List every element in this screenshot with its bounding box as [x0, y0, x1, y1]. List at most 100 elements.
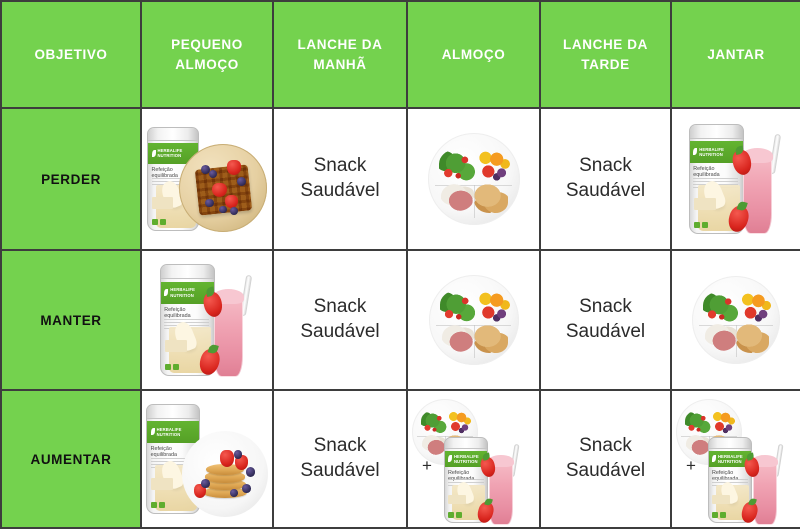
tub-brand-band: HERBALIFE NUTRITION — [148, 143, 198, 164]
strawberry-leaf-icon — [736, 200, 748, 212]
cell-manter-jantar — [670, 249, 800, 391]
tub-brand-band: HERBALIFE NUTRITION — [445, 450, 487, 468]
column-header-label: PEQUENO ALMOÇO — [171, 36, 243, 72]
brand-name-label: HERBALIFE NUTRITION — [156, 426, 182, 437]
column-header-label: LANCHE DA MANHÃ — [297, 36, 383, 72]
cell-perder-jantar: HERBALIFE NUTRITION Refeição equilibrada — [670, 107, 800, 251]
tub-badges — [712, 511, 727, 518]
tub-badge-icon — [456, 511, 463, 518]
column-header-lanche-da-manha: LANCHE DA MANHÃ — [272, 0, 408, 109]
tub-tagline-block — [448, 495, 466, 505]
table-header-row: OBJETIVO PEQUENO ALMOÇO LANCHE DA MANHÃ … — [0, 0, 800, 109]
cell-aumentar-almoco: + HERBALIFE NUTRITION Refeição equilibra… — [406, 389, 541, 529]
carbs-portion-icon — [473, 324, 508, 354]
vegetables-portion-icon — [420, 410, 447, 435]
column-header-label: OBJETIVO — [34, 46, 108, 62]
fruit-portion-icon — [737, 290, 772, 324]
meal-image-group: + HERBALIFE NUTRITION Refeição equilibra… — [408, 391, 539, 527]
column-header-almoco: ALMOÇO — [406, 0, 541, 109]
strawberry-leaf-icon — [481, 453, 490, 462]
meal-image-group: HERBALIFE NUTRITION Refeição equilibrada — [672, 109, 800, 249]
herbalife-leaf-icon — [164, 289, 169, 296]
blueberry-icon — [201, 165, 210, 174]
carbs-portion-icon — [473, 183, 509, 214]
cell-manter-lanche-da-tarde: Snack Saudável — [539, 249, 672, 391]
plus-symbol: + — [686, 456, 696, 475]
strawberry-leaf-icon — [733, 145, 744, 156]
brand-name-label: HERBALIFE NUTRITION — [170, 287, 196, 298]
strawberry-leaf-icon — [745, 453, 754, 462]
strawberry-shake-icon — [726, 133, 784, 235]
blueberry-icon — [208, 170, 217, 179]
tub-lid-icon — [689, 125, 743, 140]
tub-lid-icon — [445, 438, 487, 449]
column-header-lanche-da-tarde: LANCHE DA TARDE — [539, 0, 672, 109]
brand-name-label: HERBALIFE NUTRITION — [699, 146, 725, 157]
strawberry-icon — [219, 449, 235, 468]
strawberry-shake-icon — [197, 274, 255, 378]
strawberry-leaf-icon — [207, 343, 220, 355]
vegetables-portion-icon — [439, 149, 477, 183]
pancake-layer — [204, 479, 246, 491]
fruit-portion-icon — [475, 148, 511, 183]
tub-lid-icon — [148, 128, 198, 142]
cell-aumentar-pequeno-almoco: HERBALIFE NUTRITION Refeição equilibrada — [140, 389, 274, 529]
tub-badge-icon — [693, 221, 700, 228]
brand-name-label: HERBALIFE NUTRITION — [717, 453, 743, 464]
table-row: MANTER HERBALIFE NUTRITION Refeição equi… — [0, 249, 800, 391]
table-row: AUMENTAR HERBALIFE NUTRITION Refeição eq… — [0, 389, 800, 529]
column-header-label: LANCHE DA TARDE — [563, 36, 648, 72]
product-name-label: Refeição equilibrada — [150, 446, 177, 459]
meal-image-group: + HERBALIFE NUTRITION Refeição equilibra… — [672, 391, 800, 527]
blueberry-icon — [237, 177, 246, 187]
blueberry-icon — [230, 489, 238, 498]
tub-badge-icon — [151, 501, 158, 508]
tub-badges — [152, 218, 166, 225]
pancake-layer — [206, 463, 244, 475]
carbs-portion-icon — [736, 324, 770, 353]
tub-tagline-block — [152, 197, 173, 209]
vegetables-portion-icon — [703, 291, 739, 324]
tub-lid-icon — [709, 438, 751, 449]
objective-label: MANTER — [40, 312, 102, 328]
objective-label: AUMENTAR — [30, 451, 112, 467]
cell-aumentar-lanche-da-tarde: Snack Saudável — [539, 389, 672, 529]
table-row: PERDER HERBALIFE NUTRITION Refeição equi… — [0, 107, 800, 251]
protein-portion-icon — [442, 324, 475, 352]
tub-badge-icon — [712, 511, 719, 518]
brand-name-label: HERBALIFE NUTRITION — [453, 453, 479, 464]
tub-badge-icon — [448, 511, 455, 518]
tub-lid-icon — [147, 405, 199, 420]
tub-badge-icon — [701, 221, 708, 228]
objective-cell-manter: MANTER — [0, 249, 142, 391]
tub-badge-icon — [164, 363, 171, 370]
waffle-berries-plate-icon — [179, 144, 267, 232]
objective-label: PERDER — [41, 171, 101, 187]
snack-label: Snack Saudável — [300, 296, 380, 342]
strawberry-icon — [226, 159, 242, 175]
column-header-label: JANTAR — [707, 46, 765, 62]
strawberry-icon — [224, 195, 238, 209]
blueberry-icon — [245, 467, 256, 477]
column-header-pequeno-almoco: PEQUENO ALMOÇO — [140, 0, 274, 109]
tub-badge-icon — [172, 363, 179, 370]
product-name-label: Refeição equilibrada — [693, 166, 720, 179]
objective-cell-aumentar: AUMENTAR — [0, 389, 142, 529]
tub-brand-band: HERBALIFE NUTRITION — [160, 281, 214, 304]
cell-aumentar-lanche-da-manha: Snack Saudável — [272, 389, 408, 529]
vegetables-portion-icon — [440, 291, 477, 324]
blueberry-icon — [205, 198, 215, 208]
protein-portion-icon — [441, 183, 475, 212]
blueberry-icon — [200, 479, 210, 488]
snack-label: Snack Saudável — [300, 435, 380, 481]
herbalife-leaf-icon — [151, 149, 156, 157]
meal-image-group: HERBALIFE NUTRITION Refeição equilibrada — [142, 251, 272, 389]
column-header-jantar: JANTAR — [670, 0, 800, 109]
strawberry-shake-icon — [475, 443, 522, 526]
blueberry-icon — [230, 207, 238, 216]
tub-badges — [151, 501, 166, 508]
strawberry-icon — [235, 455, 249, 470]
cell-manter-pequeno-almoco: HERBALIFE NUTRITION Refeição equilibrada — [140, 249, 274, 391]
pancake-layer — [202, 486, 248, 499]
